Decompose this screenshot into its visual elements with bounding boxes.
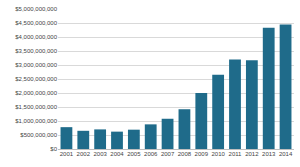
svg-text:2010: 2010: [211, 151, 225, 157]
svg-text:2003: 2003: [93, 151, 107, 157]
svg-text:$4,000,000,000: $4,000,000,000: [15, 34, 57, 40]
svg-text:$2,000,000,000: $2,000,000,000: [15, 90, 57, 96]
svg-text:$1,500,000,000: $1,500,000,000: [15, 104, 57, 110]
svg-text:$0: $0: [50, 146, 57, 152]
svg-text:$2,500,000,000: $2,500,000,000: [15, 76, 57, 82]
svg-text:$4,500,000,000: $4,500,000,000: [15, 20, 57, 26]
svg-text:2004: 2004: [110, 151, 124, 157]
svg-text:2005: 2005: [127, 151, 141, 157]
svg-text:2007: 2007: [161, 151, 175, 157]
svg-text:2013: 2013: [262, 151, 276, 157]
svg-text:2011: 2011: [229, 151, 243, 157]
svg-text:2008: 2008: [178, 151, 192, 157]
svg-text:2012: 2012: [245, 151, 259, 157]
svg-text:$3,500,000,000: $3,500,000,000: [15, 48, 57, 54]
svg-text:$1,000,000,000: $1,000,000,000: [15, 118, 57, 124]
svg-text:2009: 2009: [195, 151, 209, 157]
svg-text:$5,000,000,000: $5,000,000,000: [15, 6, 57, 12]
svg-text:$500,000,000: $500,000,000: [20, 132, 57, 138]
svg-text:2014: 2014: [279, 151, 293, 157]
svg-text:2002: 2002: [77, 151, 91, 157]
svg-text:$3,000,000,000: $3,000,000,000: [15, 62, 57, 68]
svg-text:2001: 2001: [60, 151, 74, 157]
svg-text:2006: 2006: [144, 151, 158, 157]
